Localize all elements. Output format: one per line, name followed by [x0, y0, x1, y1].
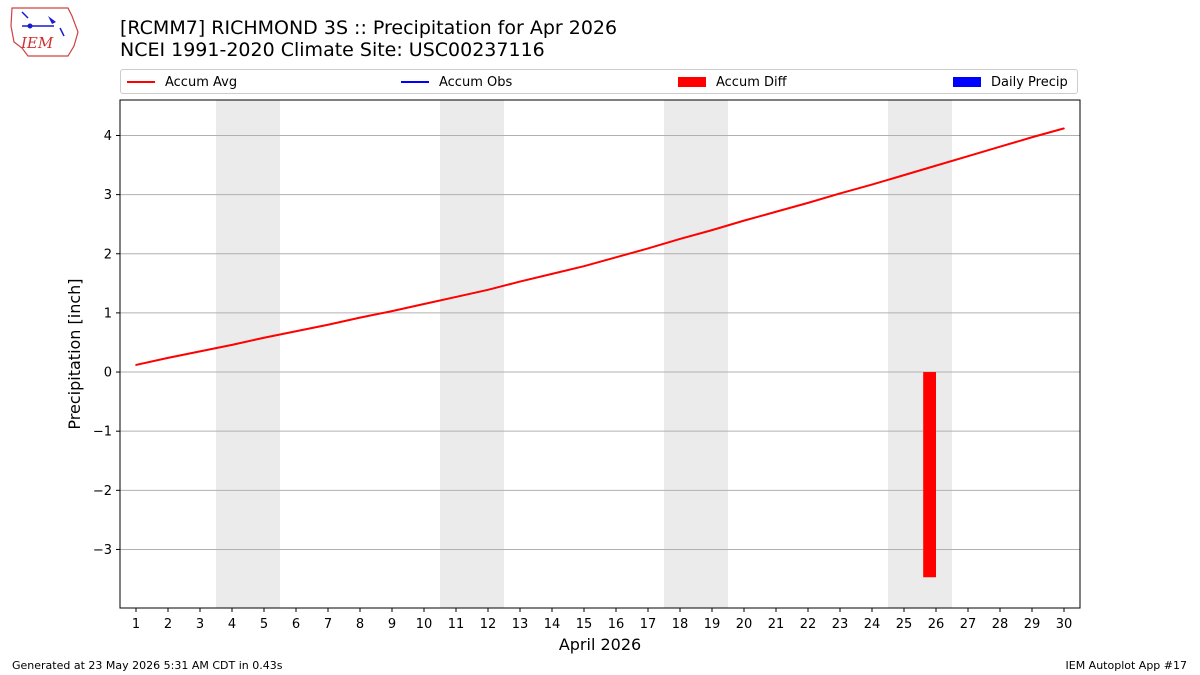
- y-tick-label: 4: [104, 129, 112, 144]
- series-line-accum-avg: [135, 127, 1065, 366]
- x-tick-label: 2: [164, 617, 172, 632]
- wind-vane-icon: [21, 11, 29, 19]
- chart-title-line1: [RCMM7] RICHMOND 3S :: Precipitation for…: [120, 17, 618, 39]
- accum-avg-point: [1063, 127, 1065, 130]
- y-tick-label: 3: [104, 188, 112, 203]
- accum-avg-point: [743, 219, 745, 222]
- x-tick-label: 6: [292, 617, 300, 632]
- legend-swatch-accum-avg: [127, 81, 155, 83]
- x-tick-label: 18: [672, 617, 689, 632]
- generated-timestamp: Generated at 23 May 2026 5:31 AM CDT in …: [12, 659, 283, 672]
- accum-avg-point: [391, 310, 393, 312]
- x-tick-label: 3: [196, 617, 204, 632]
- x-tick-label: 24: [864, 617, 881, 632]
- x-tick-label: 10: [416, 617, 433, 632]
- y-tick-label: 0: [104, 366, 112, 381]
- accum-avg-point: [967, 155, 969, 157]
- x-tick-label: 21: [768, 617, 785, 632]
- x-axis-label: April 2026: [559, 635, 641, 654]
- app-credit: IEM Autoplot App #17: [1065, 659, 1188, 672]
- x-tick-label: 16: [608, 617, 625, 632]
- legend-label-accum-avg: Accum Avg: [165, 74, 238, 90]
- x-tick-label: 9: [388, 617, 396, 632]
- y-tick-label: −1: [93, 425, 112, 440]
- accum-avg-point: [359, 316, 361, 319]
- x-tick-label: 17: [640, 617, 657, 632]
- chart-title: [RCMM7] RICHMOND 3S :: Precipitation for…: [120, 17, 617, 61]
- accum-avg-point: [647, 247, 649, 250]
- x-tick-label: 8: [356, 617, 364, 632]
- legend-item-accum-avg: Accum Avg: [127, 73, 237, 91]
- x-tick-label: 1: [132, 617, 140, 632]
- x-tick-label: 22: [800, 617, 817, 632]
- y-tick-label: −3: [93, 543, 112, 558]
- accum-avg-point: [263, 336, 265, 339]
- x-tick-label: 19: [704, 617, 721, 632]
- accum-avg-point: [807, 202, 809, 204]
- accum-avg-point: [1031, 136, 1033, 139]
- accum-avg-point: [487, 289, 489, 291]
- accum-avg-point: [935, 164, 937, 167]
- accum-avg-point: [167, 357, 169, 359]
- x-tick-label: 12: [480, 617, 497, 632]
- legend-swatch-accum-diff: [678, 77, 706, 87]
- legend-item-accum-diff: Accum Diff: [678, 73, 787, 91]
- x-tick-label: 11: [448, 617, 465, 632]
- iem-logo: IEM: [10, 7, 79, 57]
- chart-title-line2: NCEI 1991-2020 Climate Site: USC00237116: [120, 39, 545, 61]
- x-tick-label: 23: [832, 617, 849, 632]
- accum-diff-bar: [923, 372, 936, 578]
- svg-text:IEM: IEM: [20, 34, 54, 52]
- legend-label-accum-obs: Accum Obs: [439, 74, 513, 90]
- accum-avg-point: [999, 145, 1001, 148]
- x-tick-label: 7: [324, 617, 332, 632]
- accum-avg-point: [903, 174, 905, 176]
- weekend-shade-3: [664, 100, 728, 608]
- legend-label-daily-precip: Daily Precip: [991, 74, 1068, 90]
- accum-avg-point: [711, 229, 713, 231]
- x-tick-label: 5: [260, 617, 268, 632]
- accum-avg-point: [775, 210, 777, 213]
- accum-avg-point: [423, 303, 425, 305]
- weekend-shade-1: [216, 100, 280, 608]
- x-tick-label: 30: [1056, 617, 1073, 632]
- y-axis-label: Precipitation [inch]: [65, 278, 84, 429]
- accum-avg-point: [551, 273, 553, 275]
- legend-item-daily-precip: Daily Precip: [953, 73, 1068, 91]
- accum-avg-point: [231, 344, 233, 346]
- y-tick-label: 1: [104, 306, 112, 321]
- accum-avg-point: [871, 183, 873, 186]
- y-tick-label: −2: [93, 484, 112, 499]
- weekend-shade-4: [888, 100, 952, 608]
- x-tick-label: 13: [512, 617, 529, 632]
- x-tick-label: 26: [928, 617, 945, 632]
- accum-avg-point: [295, 330, 297, 333]
- accum-avg-point: [615, 256, 617, 259]
- legend-item-accum-obs: Accum Obs: [401, 73, 512, 91]
- y-tick-label: 2: [104, 247, 112, 262]
- plot-area-frame: [119, 99, 1081, 609]
- accum-avg-point: [519, 280, 521, 283]
- x-tick-label: 29: [1024, 617, 1041, 632]
- x-tick-label: 28: [992, 617, 1009, 632]
- accum-avg-point: [839, 192, 841, 195]
- accum-avg-point: [679, 238, 681, 240]
- accum-avg-point: [199, 350, 201, 353]
- legend-swatch-daily-precip: [953, 77, 981, 87]
- x-tick-label: 20: [736, 617, 753, 632]
- x-tick-label: 25: [896, 617, 913, 632]
- accum-avg-point: [455, 296, 457, 298]
- accum-avg-point: [135, 364, 137, 366]
- accum-avg-point: [583, 265, 585, 267]
- legend-label-accum-diff: Accum Diff: [716, 74, 787, 90]
- weekend-shade-2: [440, 100, 504, 608]
- accum-avg-point: [327, 323, 329, 326]
- x-tick-label: 15: [576, 617, 593, 632]
- x-tick-label: 27: [960, 617, 977, 632]
- legend-swatch-accum-obs: [401, 81, 429, 83]
- x-tick-label: 14: [544, 617, 561, 632]
- chart-legend: Accum Avg Accum Obs Accum Diff Daily Pre…: [120, 69, 1078, 94]
- x-tick-label: 4: [228, 617, 236, 632]
